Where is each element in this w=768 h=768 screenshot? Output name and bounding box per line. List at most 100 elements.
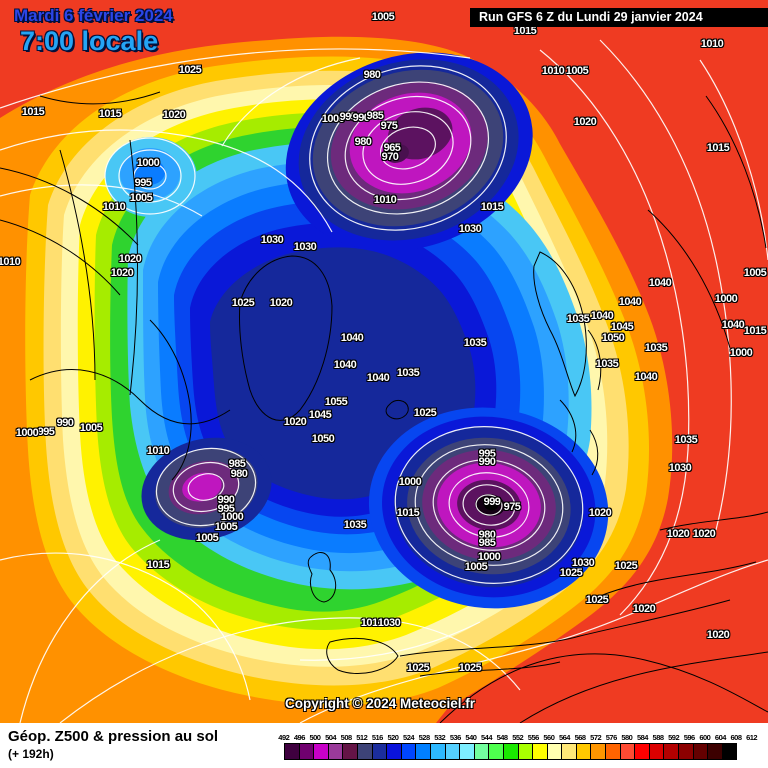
pressure-label: 985 <box>366 110 384 122</box>
legend-swatch <box>634 743 650 760</box>
legend-swatch <box>575 743 592 760</box>
pressure-label: 1020 <box>706 629 730 641</box>
pressure-label: 1035 <box>566 313 590 325</box>
pressure-label: 965 <box>383 142 401 154</box>
pressure-label: 1010 <box>541 65 565 77</box>
pressure-label: 1005 <box>565 65 589 77</box>
pressure-label: 990 <box>352 112 370 124</box>
pressure-label: 1020 <box>269 297 293 309</box>
pressure-label: 1030 <box>571 557 595 569</box>
pressure-label: 980 <box>478 529 496 541</box>
forecast-hour: (+ 192h) <box>8 747 54 761</box>
pressure-label: 1040 <box>366 372 390 384</box>
legend-swatch <box>590 743 607 760</box>
pressure-label: 1035 <box>644 342 668 354</box>
pressure-label: 1025 <box>559 567 583 579</box>
legend-value-row: 492 496 500 504 508 512 516 520 524 528 532 536 540 5… <box>276 733 759 742</box>
legend-swatch <box>605 743 621 760</box>
pressure-labels: 1005 980 1025 1015 1015 1020 1000 995 1005 1010 10… <box>0 11 767 674</box>
legend-swatch <box>298 743 315 760</box>
pressure-label: 1010 <box>0 256 21 268</box>
pressure-label: 1000 <box>321 113 345 125</box>
legend-value: 524 <box>403 733 415 742</box>
pressure-label: 1035 <box>343 519 367 531</box>
pressure-label: 1005 <box>464 561 488 573</box>
pressure-label: 1010 <box>373 194 397 206</box>
weather-map-svg <box>0 0 768 723</box>
pressure-label: 999 <box>483 496 501 508</box>
pressure-label: 1025 <box>406 662 430 674</box>
pressure-label: 980 <box>363 69 381 81</box>
pressure-label: 980 <box>230 468 248 480</box>
legend-swatch <box>386 743 402 760</box>
pressure-label: 1000 <box>714 293 738 305</box>
pressure-label: 1005 <box>79 422 103 434</box>
model-run-text: Run GFS 6 Z du Lundi 29 janvier 2024 <box>479 10 703 24</box>
legend-value: 508 <box>340 733 353 742</box>
pressure-label: 1000 <box>15 427 39 439</box>
pressure-label: 1020 <box>632 603 656 615</box>
legend-swatch <box>648 743 665 760</box>
pressure-label: 1015 <box>480 201 504 213</box>
legend-swatch <box>473 743 490 760</box>
pressure-label: 1020 <box>110 267 134 279</box>
pressure-label: 995 <box>478 448 496 460</box>
legend-value: 584 <box>636 733 649 742</box>
pressure-label: 1000 <box>136 157 160 169</box>
pressure-label: 990 <box>478 456 496 468</box>
legend-swatch-row <box>284 743 738 760</box>
pressure-label: 1015 <box>146 559 170 571</box>
pressure-label: 1035 <box>595 358 619 370</box>
legend-value: 520 <box>387 733 399 742</box>
legend-swatch <box>546 743 563 760</box>
pressure-label: 1010 <box>360 617 384 629</box>
legend-swatch <box>488 743 504 760</box>
legend-value: 512 <box>356 733 368 742</box>
pressure-label: 1005 <box>195 532 219 544</box>
isobar-contours <box>0 39 768 723</box>
pressure-label: 1010 <box>700 38 724 50</box>
pressure-label: 1030 <box>668 462 692 474</box>
valid-time-text: 7:00 locale <box>20 26 159 56</box>
pressure-label: 1040 <box>333 359 357 371</box>
legend-value: 612 <box>746 733 758 742</box>
legend-swatch <box>415 743 431 760</box>
model-run-bar: Run GFS 6 Z du Lundi 29 janvier 2024 <box>470 8 768 27</box>
legend-swatch <box>356 743 373 760</box>
pressure-label: 985 <box>478 537 496 549</box>
pressure-label: 1020 <box>162 109 186 121</box>
legend-swatch <box>502 743 519 760</box>
pressure-label: 1030 <box>293 241 317 253</box>
pressure-label: 1015 <box>98 108 122 120</box>
legend-value: 564 <box>558 733 571 742</box>
pressure-label: 1005 <box>371 11 395 23</box>
legend-value: 528 <box>418 733 431 742</box>
pressure-label: 1005 <box>214 521 238 533</box>
pressure-label: 1040 <box>721 319 745 331</box>
legend-value: 532 <box>434 733 446 742</box>
copyright-text: Copyright © 2024 Meteociel.fr <box>285 696 475 711</box>
legend-value: 592 <box>668 733 680 742</box>
legend-value: 492 <box>278 733 290 742</box>
legend-swatch <box>532 743 548 760</box>
pressure-label: 1050 <box>601 332 625 344</box>
legend-swatch <box>284 743 300 760</box>
legend-value: 572 <box>590 733 602 742</box>
pressure-label: 995 <box>134 177 152 189</box>
legend-value: 576 <box>605 733 618 742</box>
pressure-label: 995 <box>217 503 235 515</box>
pressure-label: 1040 <box>634 371 658 383</box>
legend-value: 536 <box>449 733 462 742</box>
pressure-label: 1000 <box>220 511 244 523</box>
pressure-label: 1015 <box>21 106 45 118</box>
legend-value: 596 <box>683 733 696 742</box>
legend-value: 580 <box>621 733 633 742</box>
pressure-label: 1030 <box>260 234 284 246</box>
pressure-label: 1020 <box>666 528 690 540</box>
legend-swatch <box>327 743 344 760</box>
pressure-label: 980 <box>354 136 372 148</box>
pressure-label: 1035 <box>463 337 487 349</box>
legend-value: 496 <box>293 733 306 742</box>
pressure-label: 1045 <box>610 321 634 333</box>
